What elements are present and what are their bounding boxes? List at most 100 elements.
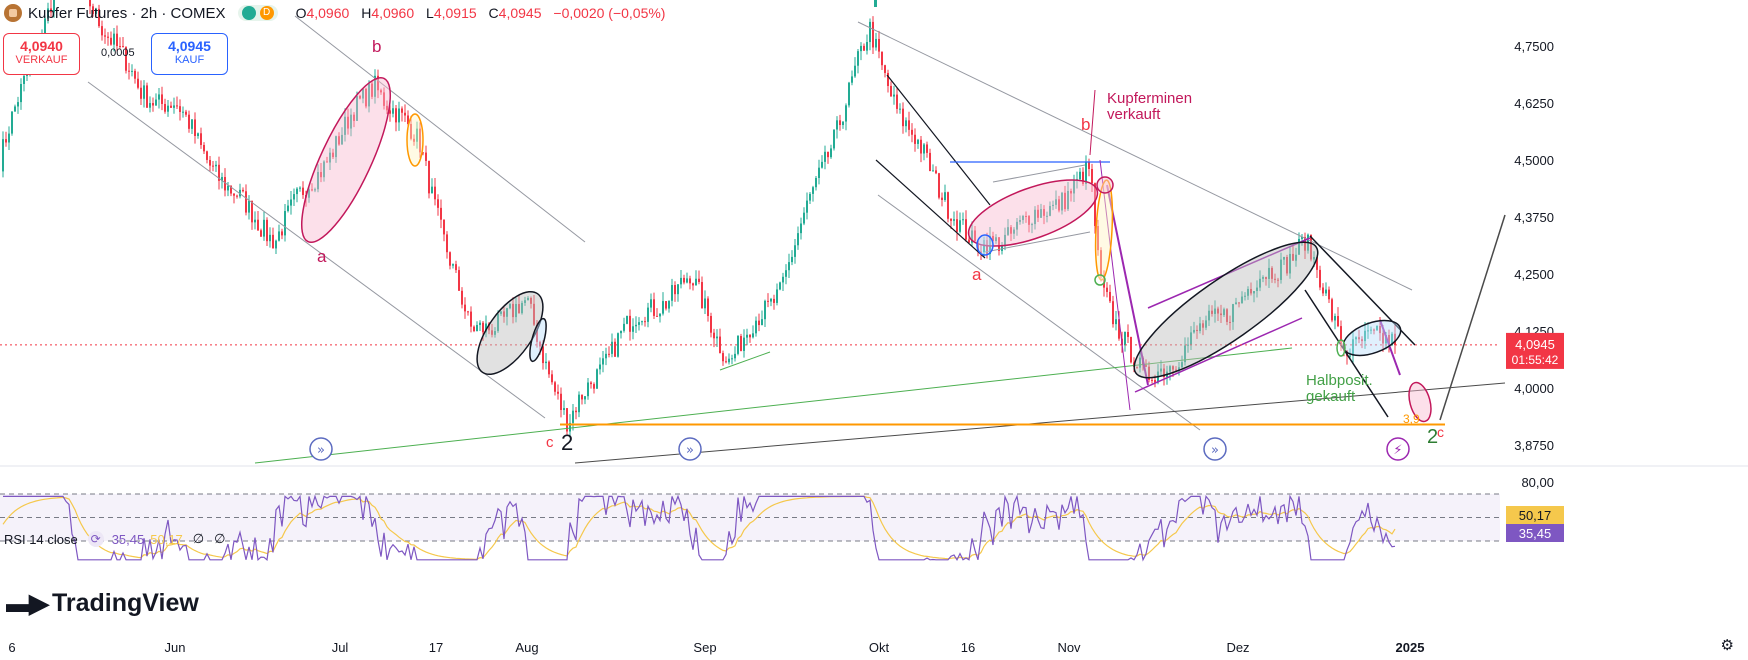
- candle-body: [1073, 180, 1075, 194]
- candle-body: [653, 299, 655, 316]
- candle-body: [1199, 323, 1201, 332]
- candle-body: [155, 99, 157, 106]
- wave-ellipse-blue: [529, 317, 547, 363]
- copper-symbol-icon: [4, 4, 22, 22]
- candle-body: [491, 330, 493, 335]
- candle-body: [644, 321, 646, 323]
- candle-body: [1220, 313, 1222, 316]
- candle-body: [809, 193, 811, 201]
- candle-body: [335, 136, 337, 158]
- chart-header: Kupfer Futures · 2h · COMEX D O4,0960 H4…: [4, 3, 673, 23]
- candle-body: [467, 311, 469, 313]
- candle-body: [20, 84, 22, 103]
- wave-ellipse-pink: [967, 179, 1099, 247]
- price-tick-label: 4,2500: [1514, 267, 1554, 282]
- rsi-legend[interactable]: RSI 14 close ⟳ 35,45 50,17 ∅ ∅: [4, 531, 225, 547]
- symbol-title[interactable]: Kupfer Futures · 2h · COMEX: [28, 4, 226, 22]
- candle-body: [248, 200, 250, 213]
- candle-body: [914, 134, 916, 144]
- candle-body: [50, 8, 52, 13]
- candle-body: [1100, 250, 1102, 278]
- candle-body: [557, 391, 559, 394]
- candle-body: [581, 394, 583, 400]
- candle-body: [329, 152, 331, 163]
- candle-body: [812, 187, 814, 194]
- candle-body: [131, 70, 133, 72]
- candle-body: [266, 219, 268, 242]
- candle-body: [224, 177, 226, 191]
- candle-body: [593, 384, 595, 389]
- projection-line: [1439, 214, 1506, 421]
- candle-body: [371, 83, 373, 97]
- time-axis[interactable]: 6 Jun Jul 17 Aug Sep Okt 16 Nov Dez 2025: [8, 640, 1424, 655]
- candle-body: [764, 300, 766, 320]
- candle-body: [968, 239, 970, 243]
- candle-body: [749, 334, 751, 338]
- candle-body: [1325, 289, 1327, 294]
- chart-settings-icon[interactable]: ⚙: [1720, 637, 1734, 654]
- candle-body: [602, 358, 604, 365]
- ohlc-high-value: 4,0960: [371, 5, 415, 21]
- candle-body: [488, 323, 490, 331]
- candle-body: [14, 106, 16, 112]
- candle-body: [908, 120, 910, 130]
- candle-body: [1304, 237, 1306, 251]
- candle-body: [494, 331, 496, 335]
- candle-body: [317, 172, 319, 190]
- candle-body: [1244, 295, 1246, 297]
- candle-body: [1265, 277, 1267, 279]
- candle-body: [872, 21, 874, 48]
- wave-label: b: [372, 37, 381, 56]
- candle-body: [1181, 362, 1183, 368]
- candle-body: [446, 234, 448, 253]
- candle-body: [758, 320, 760, 326]
- annotation-text: verkauft: [1107, 106, 1161, 123]
- candle-body: [473, 326, 475, 332]
- candle-body: [1286, 257, 1288, 274]
- candle-body: [866, 42, 868, 51]
- projection-line: [1106, 184, 1149, 386]
- candle-body: [200, 133, 202, 145]
- tradingview-logo[interactable]: ▬▶ TradingView: [6, 588, 199, 619]
- candle-body: [416, 128, 418, 142]
- candle-body: [95, 8, 97, 14]
- market-status[interactable]: D: [237, 5, 278, 21]
- candle-body: [761, 319, 763, 326]
- candle-body: [611, 341, 613, 354]
- candle-body: [278, 231, 280, 241]
- ohlc-open-key: O: [295, 5, 307, 21]
- candle-body: [671, 285, 673, 301]
- tradingview-wordmark: TradingView: [52, 589, 199, 617]
- candle-body: [230, 185, 232, 194]
- candle-body: [1046, 215, 1048, 217]
- candle-body: [1334, 316, 1336, 321]
- candle-body: [1010, 227, 1012, 234]
- candle-body: [596, 369, 598, 389]
- candle-body: [1298, 238, 1300, 255]
- candle-body: [1358, 337, 1360, 340]
- time-tick-label: 2025: [1396, 640, 1425, 655]
- candle-body: [356, 95, 358, 121]
- candle-body: [1229, 321, 1231, 323]
- candle-body: [1004, 234, 1006, 246]
- channel-line: [1304, 289, 1389, 418]
- refresh-icon[interactable]: ⟳: [87, 531, 104, 547]
- candle-body: [797, 233, 799, 246]
- candle-body: [110, 37, 112, 45]
- candle-body: [359, 95, 361, 99]
- candle-body: [683, 277, 685, 283]
- candle-body: [1280, 259, 1282, 280]
- candle-body: [566, 408, 568, 432]
- candle-body: [1271, 267, 1273, 279]
- price-axis[interactable]: 4,75004,62504,50004,37504,25004,12504,00…: [1506, 39, 1564, 542]
- price-tick-label: 3,8750: [1514, 438, 1554, 453]
- candle-body: [1154, 379, 1156, 383]
- candle-body: [353, 114, 355, 121]
- sell-button[interactable]: 4,0940 VERKAUF: [3, 33, 80, 75]
- candle-body: [584, 396, 586, 400]
- buy-button[interactable]: 4,0945 KAUF: [151, 33, 228, 75]
- candle-body: [221, 177, 223, 181]
- candle-body: [176, 105, 178, 107]
- candle-body: [1007, 227, 1009, 235]
